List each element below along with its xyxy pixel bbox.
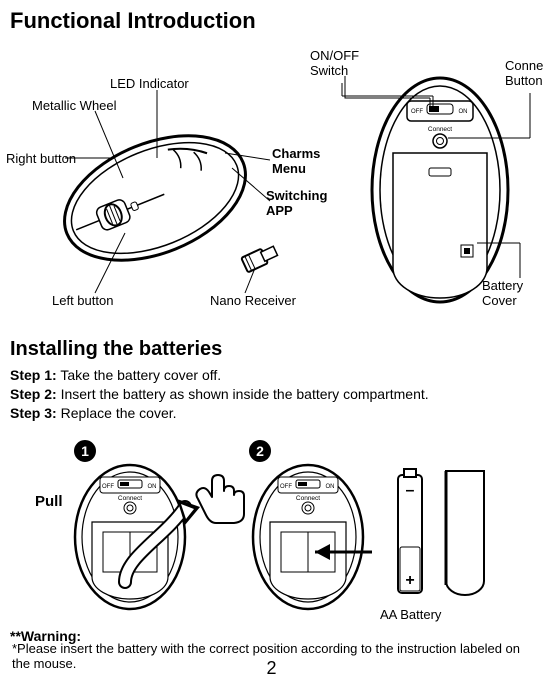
step2-mouse-illustration: 2 OFF ON Connect [240,437,375,612]
label-connect: Connect Button [505,58,543,88]
label-nano: Nano Receiver [210,293,296,308]
step-2: Step 2: Insert the battery as shown insi… [10,386,537,402]
page-number: 2 [0,658,543,679]
label-onoff: ON/OFF Switch [310,48,359,78]
heading-functional: Functional Introduction [10,8,537,34]
battery-minus: – [406,482,415,499]
svg-text:Connect: Connect [118,495,142,502]
heading-installing: Installing the batteries [10,338,537,361]
label-right-button: Right button [6,151,76,166]
diagram-functional: OFF ON Connect [10,38,537,338]
label-pull: Pull [35,494,63,509]
step-1: Step 1: Take the battery cover off. [10,367,537,383]
hand-icon [188,469,248,524]
label-battery-cover: Battery Cover [482,278,537,308]
badge-1: 1 [81,443,89,459]
label-wheel: Metallic Wheel [32,98,117,113]
label-charms: Charms Menu [272,146,320,176]
step-3: Step 3: Replace the cover. [10,405,537,421]
diagram-batteries: 1 OFF ON Connect 2 OFF ON [10,429,537,659]
battery-plus: + [405,572,414,589]
battery-cover-illustration [438,467,493,607]
svg-text:Connect: Connect [296,495,320,502]
svg-text:ON: ON [148,484,157,490]
label-left-button: Left button [52,293,113,308]
label-led: LED Indicator [110,76,189,91]
label-switching: Switching APP [266,188,327,218]
svg-text:OFF: OFF [102,484,114,490]
label-aa: AA Battery [380,607,441,622]
aa-battery-illustration: – + [390,467,430,607]
badge-2: 2 [256,443,264,459]
svg-text:OFF: OFF [280,484,292,490]
svg-text:ON: ON [326,484,335,490]
step1-mouse-illustration: 1 OFF ON Connect [65,437,195,612]
